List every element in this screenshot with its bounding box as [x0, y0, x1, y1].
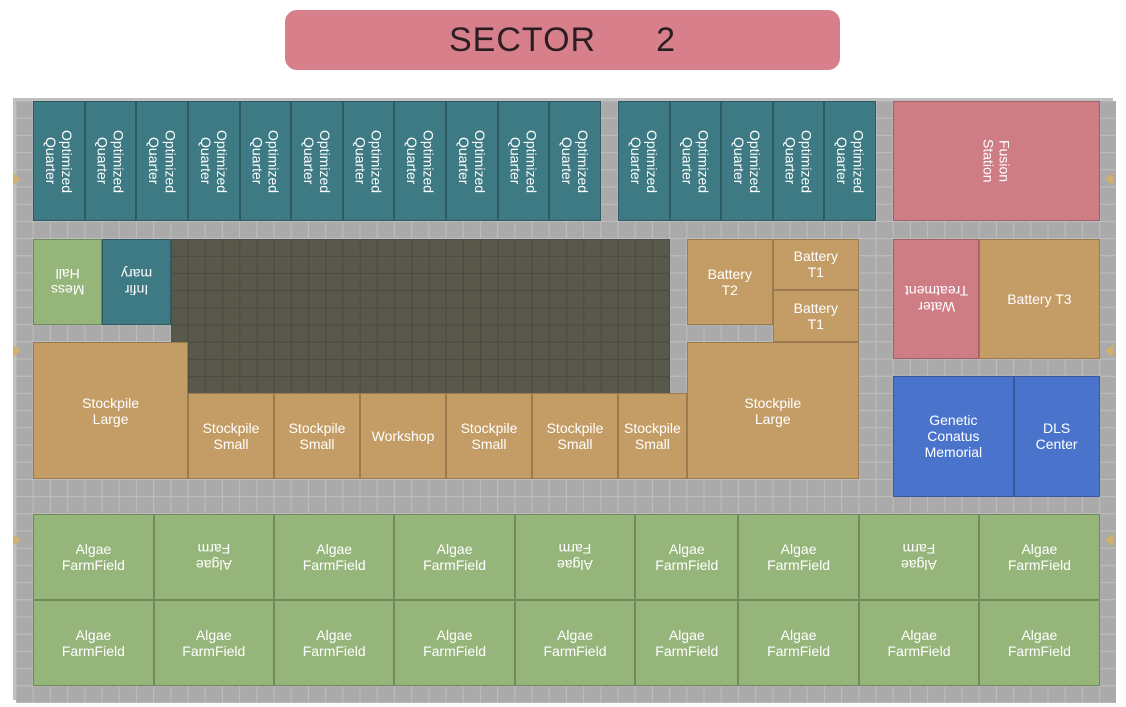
edge-tick	[13, 345, 21, 357]
sector-title-word: SECTOR	[449, 21, 596, 60]
sector-title-num: 2	[656, 21, 676, 60]
board: Optimized QuarterOptimized QuarterOptimi…	[13, 98, 1113, 700]
edge-tick	[1105, 345, 1113, 357]
edge-tick	[1105, 173, 1113, 185]
edge-ticks	[16, 101, 1110, 697]
sector-header: SECTOR 2	[285, 10, 840, 70]
edge-tick	[1105, 534, 1113, 546]
page-root: SECTOR 2 Optimized QuarterOptimized Quar…	[0, 0, 1126, 707]
edge-tick	[13, 534, 21, 546]
edge-tick	[13, 173, 21, 185]
